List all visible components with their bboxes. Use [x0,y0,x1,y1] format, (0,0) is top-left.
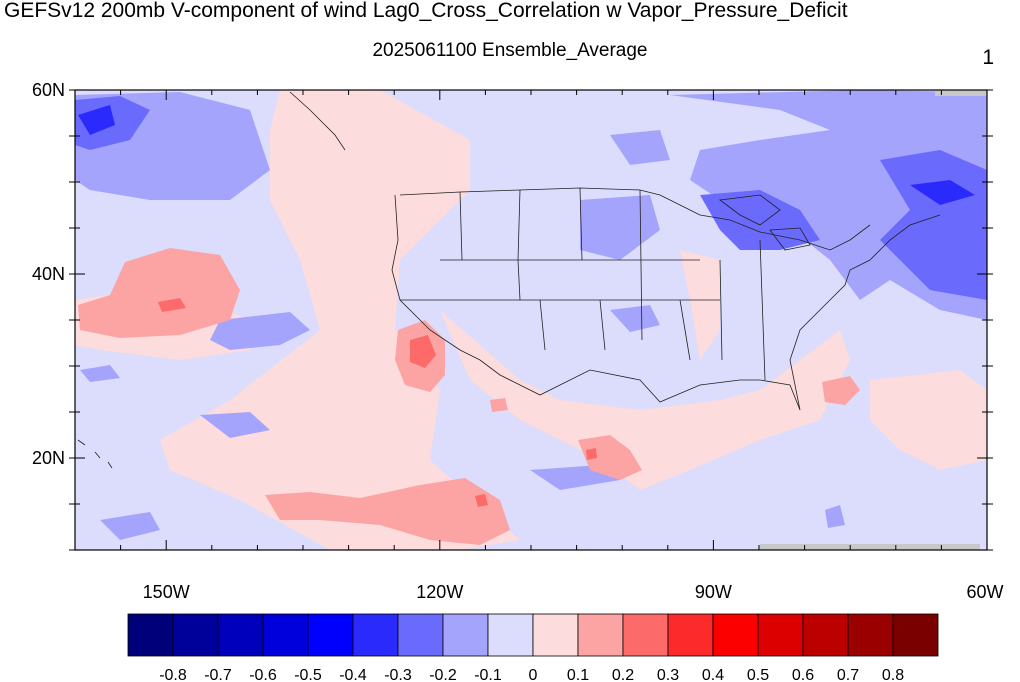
contour-positive [578,435,642,480]
colorbar-swatch [892,613,939,657]
colorbar-label: 0.7 [837,667,859,682]
colorbar-swatch [217,613,264,657]
contour-negative [78,105,115,135]
colorbar-label: -0.2 [429,667,457,682]
missing-data-patch [760,544,980,550]
great-lakes [718,194,811,251]
lat-tick-label: 60N [32,80,65,100]
axis-labels: 60N 40N 20N 150W 120W 90W 60W [32,80,1004,602]
colorbar-label: -0.1 [474,667,502,682]
colorbar-label: 0 [529,667,538,682]
contour-positive-band [440,310,850,490]
contour-positive [265,478,510,545]
page-number: 1 [982,46,994,69]
contour-positive [822,376,860,405]
contour-positive-band [870,370,987,470]
contour-fills [75,90,987,550]
lon-tick-label: 60W [966,582,1003,602]
map-title: GEFSv12 200mb V-component of wind Lag0_C… [4,0,848,22]
contour-negative [80,365,120,382]
colorbar-swatch [307,613,354,657]
contour-negative [200,412,270,438]
lon-tick-label: 90W [695,582,732,602]
colorbar-swatch [532,613,579,657]
colorbar-label: -0.3 [384,667,412,682]
colorbar-label: -0.5 [294,667,322,682]
contour-negative [100,512,160,540]
colorbar-label: 0.3 [657,667,679,682]
alaska-coast [289,91,346,151]
hawaii-islands [77,439,113,469]
colorbar-label: 0.1 [567,667,589,682]
colorbar-swatch [622,613,669,657]
colorbar-label: -0.8 [159,667,187,682]
axis-ticks [69,89,993,551]
map-plot-area [74,89,988,551]
colorbar-swatch [802,613,849,657]
contour-positive [475,494,488,507]
colorbar-label: 0.5 [747,667,769,682]
colorbar-swatch [577,613,624,657]
coastlines [77,91,941,469]
colorbar-swatch [127,613,174,657]
contour-negative [210,312,310,350]
contour-positive [78,248,240,338]
contour-positive [490,398,508,412]
colorbar-swatch [172,613,219,657]
contour-positive [586,448,597,460]
colorbar-swatch [262,613,309,657]
colorbar-swatch [757,613,804,657]
contour-negative [610,130,670,165]
contour-negative [910,180,975,205]
colorbar-swatch [442,613,489,657]
contour-negative [610,305,660,332]
colorbar-label: 0.2 [612,667,634,682]
state-lines [400,187,766,381]
contour-negative [825,505,845,528]
contour-negative [700,190,820,250]
colorbar-swatch [397,613,444,657]
colorbar-label: -0.4 [339,667,367,682]
colorbar-swatch [352,613,399,657]
lon-tick-label: 120W [416,582,463,602]
contour-positive [158,298,186,312]
colorbar-swatch [847,613,894,657]
colorbar-label: 0.8 [882,667,904,682]
missing-data-patch [935,90,987,96]
colorbar-label: -0.6 [249,667,277,682]
colorbar-swatch [667,613,714,657]
contour-positive-band [680,250,720,360]
colorbar: -0.8 -0.7 -0.6 -0.5 -0.4 -0.3 -0.2 -0.1 0 0.1 0.2 0… [127,613,939,682]
lat-tick-label: 40N [32,264,65,284]
north-america-coastline [391,194,941,411]
contour-positive [410,335,436,368]
lon-tick-label: 150W [143,582,190,602]
lat-tick-label: 20N [32,448,65,468]
colorbar-swatch [712,613,759,657]
colorbar-label: 0.4 [702,667,724,682]
map-subtitle: 2025061100 Ensemble_Average [372,40,648,61]
colorbar-swatch [487,613,534,657]
colorbar-label: 0.6 [792,667,814,682]
contour-positive-band [160,90,520,550]
colorbar-label: -0.7 [204,667,232,682]
